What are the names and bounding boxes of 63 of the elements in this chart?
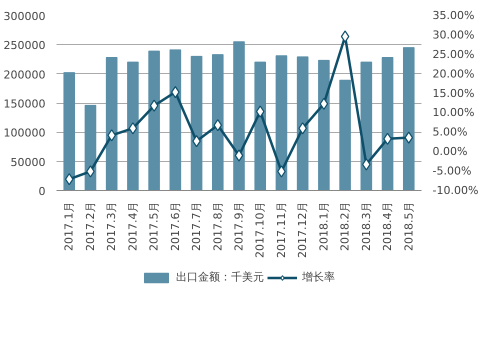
point: [171, 86, 180, 98]
bar: [382, 57, 394, 190]
point: [383, 132, 392, 145]
x-tick-label: 2018.3月: [360, 201, 373, 251]
x-tick-label: 2018.2月: [338, 201, 352, 251]
x-tick-label: 2017.10月: [254, 201, 267, 258]
y-tick-label: 200000: [4, 68, 46, 82]
x-tick-label: 2017.2月: [84, 201, 97, 251]
y2-tick-label: 5.00%: [432, 126, 468, 139]
y-tick-label: 150000: [4, 98, 46, 110]
bar: [339, 80, 351, 190]
y-tick-label: 0: [38, 185, 46, 198]
x-tick-label: 2018.5月: [402, 201, 416, 251]
bar: [63, 72, 76, 190]
bar: [170, 49, 182, 190]
x-tick-label: 2017.4月: [126, 201, 140, 251]
y-tick-label: 250000: [4, 39, 46, 52]
bar: [127, 62, 139, 190]
point: [404, 132, 414, 144]
x-tick-label: 2017.5月: [148, 201, 161, 251]
point: [298, 122, 307, 134]
bar: [84, 104, 96, 190]
point: [150, 100, 158, 112]
bar: [318, 60, 330, 190]
bar: [148, 50, 160, 190]
x-tick-label: 2017.11月: [274, 201, 288, 258]
bar: [233, 41, 245, 190]
bar: [276, 55, 288, 190]
y-tick-label: 100000: [4, 126, 46, 140]
point: [107, 129, 116, 142]
bar: [402, 47, 415, 190]
point: [128, 122, 138, 134]
y2-tick-label: 35.00%: [432, 9, 474, 22]
bar: [190, 56, 202, 190]
y2-tick-label: 30.00%: [432, 28, 474, 42]
y-tick-label: 300000: [4, 10, 46, 23]
y2-tick-label: 25.00%: [432, 48, 474, 61]
legend-label: 出口金额：千美元: [176, 270, 264, 284]
y-tick-label: 50000: [10, 156, 46, 169]
bar: [212, 54, 224, 190]
x-tick-label: 2017.7月: [190, 201, 204, 251]
point: [320, 98, 328, 110]
x-tick-label: 2017.3月: [105, 201, 118, 251]
bar: [296, 56, 308, 190]
point: [64, 173, 74, 186]
x-tick-label: 2017.1月: [62, 201, 76, 251]
y2-tick-label: -5.00%: [432, 164, 472, 178]
x-tick-label: 2017.6月: [168, 201, 182, 251]
y2-tick-label: 10.00%: [432, 106, 474, 120]
x-tick-label: 2017.8月: [211, 201, 224, 251]
x-tick-label: 2018.1月: [317, 201, 330, 251]
point: [192, 135, 201, 148]
legend-label: 增长率: [302, 270, 335, 284]
x-tick-label: 2018.4月: [381, 201, 394, 251]
y2-tick-label: 15.00%: [432, 86, 474, 100]
bar: [106, 57, 118, 190]
x-tick-label: 2017.12月: [296, 201, 310, 258]
y2-tick-label: 20.00%: [432, 67, 474, 80]
bar: [254, 62, 266, 190]
point: [214, 119, 222, 132]
y2-tick-label: -10.00%: [432, 184, 478, 197]
y2-tick-label: 0.00%: [432, 145, 468, 158]
x-tick-label: 2017.9月: [232, 201, 246, 251]
